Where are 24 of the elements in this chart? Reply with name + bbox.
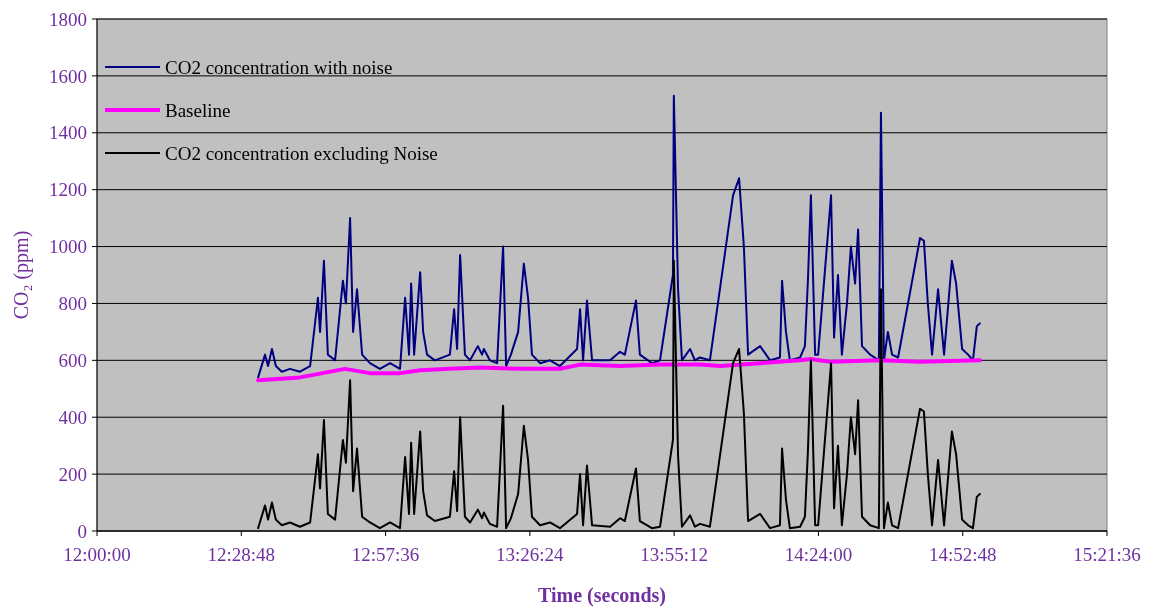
- y-tick-label: 0: [77, 520, 87, 542]
- x-axis-title: Time (seconds): [538, 584, 666, 607]
- y-tick-label: 600: [58, 349, 87, 371]
- legend-label: Baseline: [165, 99, 231, 121]
- x-tick-label: 13:55:12: [640, 544, 708, 565]
- y-tick-label: 1800: [49, 8, 87, 30]
- y-axis-title: CO₂ (ppm): [10, 230, 33, 320]
- y-tick-label: 1600: [49, 65, 87, 87]
- x-tick-label: 15:21:36: [1073, 544, 1141, 565]
- x-tick-label: 12:28:48: [207, 544, 276, 565]
- x-tick-label: 12:00:00: [63, 544, 131, 565]
- x-tick-label: 12:57:36: [351, 544, 420, 565]
- y-tick-label: 800: [58, 293, 87, 315]
- y-tick-label: 1400: [49, 122, 87, 144]
- legend-label: CO2 concentration excluding Noise: [165, 142, 438, 164]
- x-tick-label: 14:24:00: [784, 544, 853, 565]
- x-tick-label: 13:26:24: [496, 544, 565, 565]
- y-tick-label: 200: [58, 463, 87, 485]
- y-tick-label: 400: [58, 406, 87, 428]
- x-tick-label: 14:52:48: [928, 544, 997, 565]
- y-tick-label: 1200: [49, 179, 87, 201]
- line-series: [256, 356, 982, 383]
- legend-label: CO2 concentration with noise: [165, 56, 393, 78]
- y-tick-label: 1000: [49, 236, 87, 258]
